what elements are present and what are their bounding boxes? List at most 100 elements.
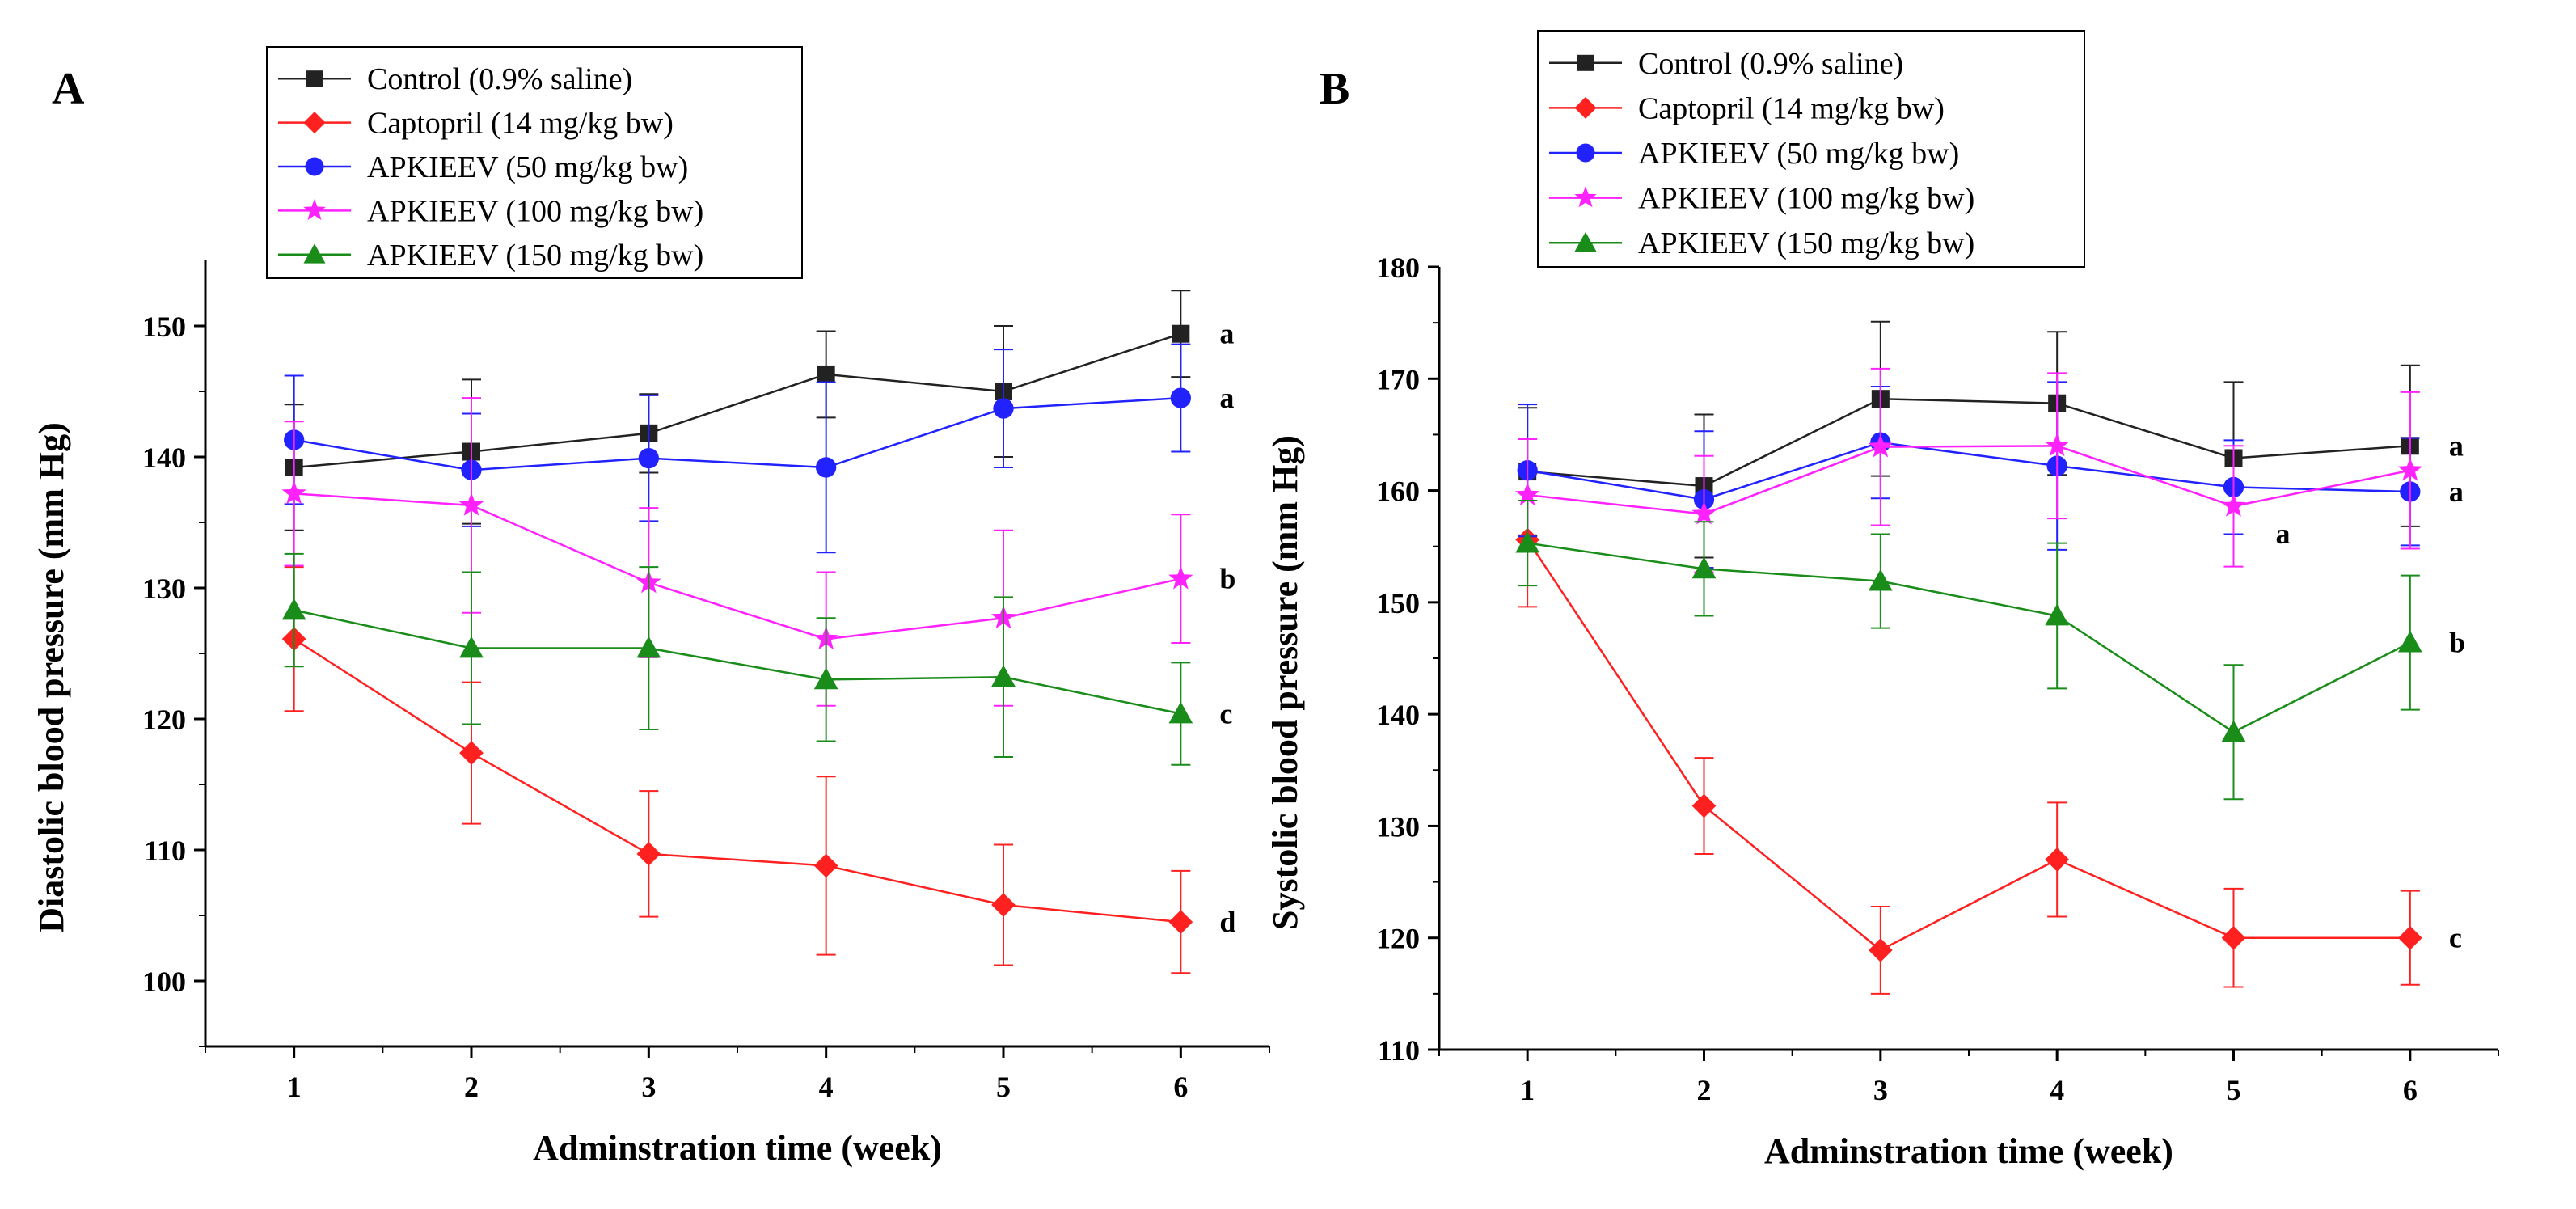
series-1 bbox=[284, 290, 1191, 531]
data-point bbox=[1515, 531, 1540, 553]
data-point bbox=[1868, 938, 1893, 962]
legend-label: APKIEEV (50 mg/kg bw) bbox=[1638, 137, 1959, 171]
legend-item: Captopril (14 mg/kg bw) bbox=[1549, 91, 1945, 125]
legend-item: APKIEEV (150 mg/kg bw) bbox=[278, 239, 703, 273]
legend-marker bbox=[1576, 143, 1595, 163]
legend-box bbox=[266, 46, 803, 279]
y-axis-title: Diastolic blood pressure (mm Hg) bbox=[32, 422, 71, 932]
y-tick-label: 130 bbox=[142, 573, 186, 605]
y-tick-label: 120 bbox=[142, 704, 186, 736]
x-tick-label: 6 bbox=[1173, 1071, 1188, 1103]
y-tick-label: 140 bbox=[142, 442, 186, 474]
legend-label: Control (0.9% saline) bbox=[1638, 47, 1903, 81]
legend-label: APKIEEV (100 mg/kg bw) bbox=[367, 194, 703, 228]
x-tick-label: 6 bbox=[2403, 1074, 2418, 1106]
data-point bbox=[1170, 387, 1191, 408]
significance-letter: b bbox=[2449, 627, 2465, 659]
y-tick-label: 110 bbox=[144, 835, 186, 867]
series-4 bbox=[281, 397, 1193, 707]
series-line bbox=[293, 609, 1181, 715]
legend-item: APKIEEV (100 mg/kg bw) bbox=[278, 194, 703, 228]
data-point bbox=[813, 853, 838, 878]
x-tick-label: 4 bbox=[2050, 1074, 2064, 1106]
legend-label: APKIEEV (100 mg/kg bw) bbox=[1638, 182, 1974, 216]
y-tick-label: 100 bbox=[142, 966, 186, 998]
series-line bbox=[293, 396, 1181, 471]
legend-label: APKIEEV (50 mg/kg bw) bbox=[367, 150, 688, 184]
panel-a: A 100 110 120 130 140 150 1 2 3 4 5 6 Adminstration … bbox=[32, 46, 1270, 1168]
data-point bbox=[991, 665, 1016, 687]
significance-letter: a bbox=[2449, 476, 2464, 508]
legend-marker bbox=[1574, 186, 1597, 208]
series-line bbox=[1527, 441, 2410, 501]
panel-b: B 110 120 130 140 150 160 170 180 1 2 3 4 5 6 Adminstr… bbox=[1265, 30, 2499, 1171]
data-point bbox=[2045, 848, 2070, 872]
y-tick-label: 160 bbox=[1376, 476, 1420, 508]
legend-marker bbox=[303, 198, 326, 221]
legend-item: APKIEEV (50 mg/kg bw) bbox=[1549, 137, 1959, 171]
data-point bbox=[1168, 701, 1193, 724]
y-tick-label: 150 bbox=[142, 311, 186, 343]
x-tick-label: 1 bbox=[1520, 1074, 1535, 1106]
data-point bbox=[2397, 457, 2422, 481]
data-point bbox=[2045, 433, 2070, 457]
y-axis-title: Systolic blood pressure (mm Hg) bbox=[1265, 435, 1305, 930]
legend-item: APKIEEV (150 mg/kg bw) bbox=[1549, 226, 1974, 260]
legend-label: Captopril (14 mg/kg bw) bbox=[1638, 91, 1945, 125]
x-tick-label: 2 bbox=[464, 1071, 479, 1103]
data-point bbox=[993, 398, 1014, 419]
data-point bbox=[459, 636, 484, 658]
data-point bbox=[1868, 569, 1893, 591]
legend-marker bbox=[1574, 96, 1597, 119]
significance-letter: c bbox=[1219, 698, 1232, 730]
significance-letter: a bbox=[2276, 518, 2291, 550]
legend-marker bbox=[306, 70, 323, 87]
significance-letter: d bbox=[1219, 906, 1235, 938]
y-tick-label: 130 bbox=[1376, 810, 1420, 843]
series-4 bbox=[1515, 367, 2422, 573]
panel-letter: A bbox=[52, 64, 85, 114]
legend-marker bbox=[1577, 54, 1594, 71]
data-point bbox=[2221, 925, 2246, 950]
data-point bbox=[991, 893, 1016, 917]
data-point bbox=[1515, 482, 1540, 505]
legend-item: APKIEEV (100 mg/kg bw) bbox=[1549, 182, 1974, 216]
data-point bbox=[636, 842, 661, 866]
y-tick-label: 150 bbox=[1376, 587, 1420, 619]
legend-label: Captopril (14 mg/kg bw) bbox=[367, 107, 674, 141]
data-point bbox=[459, 741, 484, 765]
legend-label: APKIEEV (150 mg/kg bw) bbox=[1638, 226, 1974, 260]
legend-item: Captopril (14 mg/kg bw) bbox=[278, 107, 674, 141]
y-tick-label: 120 bbox=[1376, 923, 1420, 955]
data-point bbox=[2397, 925, 2422, 950]
legend-label: Control (0.9% saline) bbox=[367, 62, 632, 96]
legend-marker bbox=[303, 243, 326, 264]
data-point bbox=[1691, 793, 1717, 818]
y-tick-label: 180 bbox=[1376, 252, 1420, 284]
x-tick-label: 5 bbox=[996, 1071, 1011, 1103]
data-point bbox=[281, 480, 306, 505]
x-tick-label: 3 bbox=[1873, 1074, 1888, 1106]
panel-letter: B bbox=[1320, 64, 1349, 114]
data-point bbox=[458, 492, 484, 516]
data-point bbox=[2397, 630, 2422, 653]
legend-label: APKIEEV (150 mg/kg bw) bbox=[367, 239, 703, 273]
legend: Control (0.9% saline) Captopril (14 mg/kg… bbox=[1537, 30, 2085, 268]
significance-letter: b bbox=[1219, 563, 1235, 595]
x-tick-label: 2 bbox=[1697, 1074, 1712, 1106]
legend: Control (0.9% saline) Captopril (14 mg/kg… bbox=[266, 46, 803, 279]
legend-box bbox=[1537, 30, 2085, 268]
legend-marker bbox=[303, 112, 326, 134]
x-tick-label: 5 bbox=[2227, 1074, 2241, 1106]
y-tick-label: 110 bbox=[1378, 1034, 1420, 1067]
x-tick-label: 3 bbox=[641, 1071, 656, 1103]
y-tick-label: 170 bbox=[1376, 363, 1420, 395]
legend-marker bbox=[305, 157, 324, 176]
legend-item: Control (0.9% saline) bbox=[1549, 47, 1903, 81]
data-point bbox=[813, 667, 838, 690]
x-axis-title: Adminstration time (week) bbox=[1764, 1131, 2173, 1171]
series-line bbox=[293, 492, 1181, 640]
data-point bbox=[638, 447, 659, 469]
